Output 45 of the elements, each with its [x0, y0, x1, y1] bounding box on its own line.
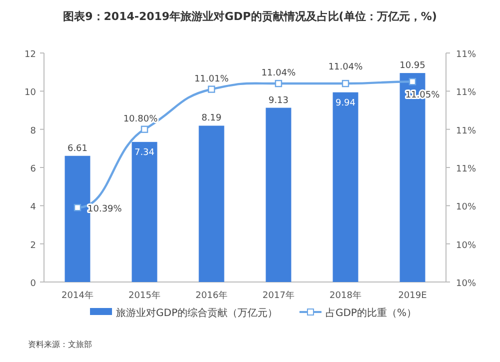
y-tick-label: 4: [30, 202, 36, 213]
y2-tick-label: 11%: [456, 126, 476, 136]
data-label: 10.80%: [123, 114, 158, 124]
y-tick-label: 12: [24, 50, 36, 60]
data-label: 9.13: [268, 96, 289, 106]
y2-tick-label: 11%: [456, 164, 476, 174]
y2-tick-label: 10%: [456, 240, 476, 251]
y-tick-label: 6: [30, 164, 36, 174]
point: [342, 80, 350, 88]
bar: [332, 92, 358, 282]
point: [140, 126, 148, 133]
data-label: 11.04%: [261, 68, 296, 79]
legend-label: 占GDP的比重（%）: [325, 307, 416, 319]
data-label: 6.61: [67, 144, 88, 154]
chart-title: 图表9：2014-2019年旅游业对GDP的贡献情况及占比(单位：万亿元，%): [63, 10, 437, 23]
y2-tick-label: 10%: [456, 279, 476, 289]
data-label: 10.95: [400, 61, 426, 72]
x-tick-label: 2019E: [398, 291, 428, 301]
x-tick-label: 2016年: [196, 290, 228, 301]
data-label: 11.01%: [194, 74, 230, 84]
legend-label: 旅游业对GDP的综合贡献（万亿元）: [116, 307, 278, 319]
bar: [64, 156, 90, 282]
x-tick-label: 2014年: [62, 290, 94, 301]
x-tick-label: 2017年: [262, 290, 294, 301]
data-label: 7.34: [134, 148, 155, 158]
x-tick-label: 2018年: [330, 290, 362, 301]
point: [208, 86, 216, 93]
y2-tick-label: 10%: [456, 202, 476, 213]
y-tick-label: 10: [24, 88, 36, 98]
text: 资料来源：文旅部: [28, 340, 92, 349]
point: [408, 78, 416, 86]
y-tick-label: 2: [30, 240, 36, 251]
data-label: 11.04%: [328, 62, 364, 73]
x-tick-label: 2015年: [128, 290, 160, 301]
data-label: 8.19: [201, 114, 222, 124]
y2-tick-label: 11%: [456, 88, 476, 98]
bar: [132, 142, 158, 282]
point: [74, 204, 82, 212]
y-tick-label: 0: [30, 279, 36, 289]
bar: [198, 126, 224, 282]
bar: [266, 108, 292, 282]
y2-tick-label: 11%: [456, 50, 476, 60]
data-label: 9.94: [335, 98, 356, 108]
y-tick-label: 8: [30, 126, 36, 136]
point: [274, 80, 282, 88]
